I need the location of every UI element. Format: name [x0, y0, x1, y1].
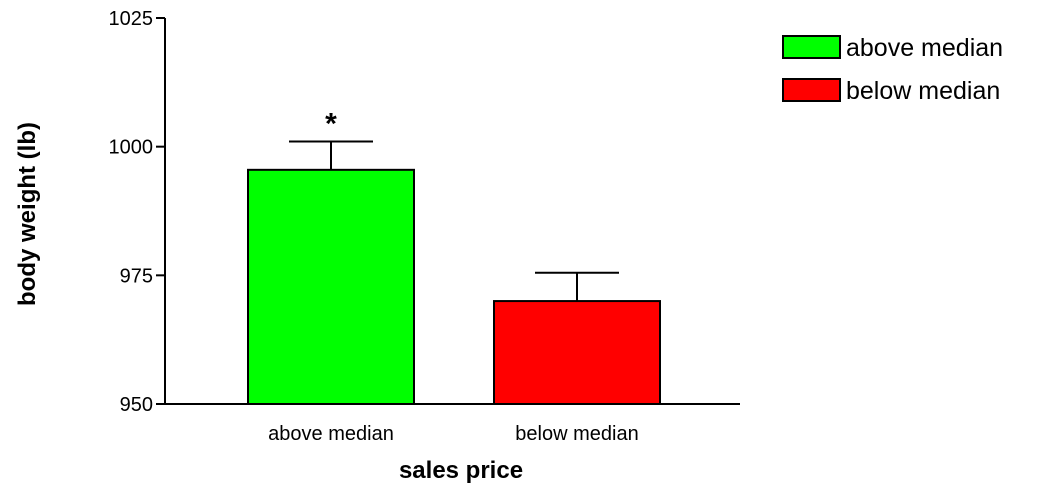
y-axis-ticks: 950 975 1000 1025	[109, 8, 165, 416]
legend-swatch	[782, 78, 841, 102]
y-tick-label: 975	[120, 265, 153, 287]
bars: *	[247, 108, 661, 406]
legend-label: below median	[846, 77, 1000, 105]
bar-below-median	[493, 300, 661, 406]
axes	[164, 18, 740, 405]
y-tick-label: 950	[120, 394, 153, 416]
y-tick-label: 1025	[109, 8, 154, 30]
y-axis-title: body weight (lb)	[14, 122, 41, 306]
x-tick-labels: above median below median	[268, 423, 639, 445]
legend-label: above median	[846, 34, 1003, 62]
x-axis-title: sales price	[399, 457, 523, 484]
x-tick-label: below median	[515, 423, 638, 445]
legend: above median below median	[782, 34, 1003, 105]
x-tick-label: above median	[268, 423, 394, 445]
y-tick-label: 1000	[109, 137, 154, 159]
legend-swatch	[782, 35, 841, 59]
bar-above-median	[247, 168, 415, 405]
significance-marker: *	[325, 108, 337, 141]
